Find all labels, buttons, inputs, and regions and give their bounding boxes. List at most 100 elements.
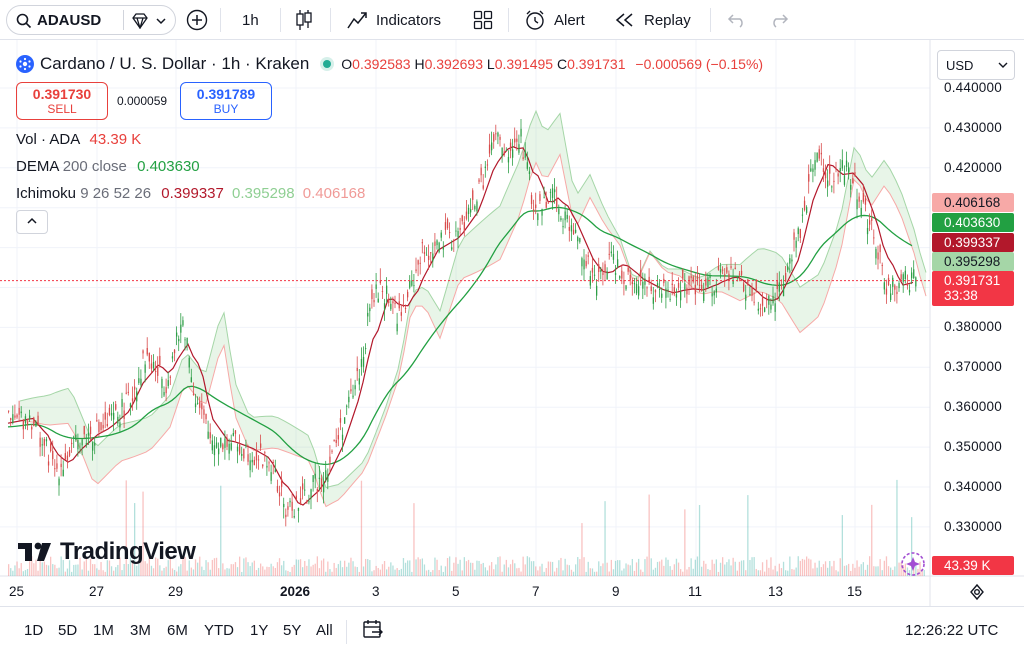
volume-bar: [556, 567, 558, 576]
volume-bar: [173, 569, 176, 576]
volume-bar: [455, 557, 457, 576]
volume-bar: [545, 568, 547, 576]
candle-body: [854, 172, 856, 177]
currency-select[interactable]: USD: [937, 50, 1015, 80]
layout-grid-icon[interactable]: [473, 10, 493, 30]
ichimoku-legend[interactable]: Ichimoku 9 26 52 26 0.399337 0.395298 0.…: [16, 185, 366, 202]
volume-bar: [514, 563, 516, 576]
tradingview-logo[interactable]: TradingView: [18, 538, 196, 566]
volume-bar: [879, 559, 881, 576]
candle-body: [482, 185, 484, 189]
price-chart[interactable]: [0, 40, 1024, 606]
candle-body: [41, 444, 43, 446]
candle-body: [619, 276, 621, 279]
interval-button[interactable]: 1h: [242, 11, 259, 29]
range-button-6m[interactable]: 6M: [167, 622, 188, 639]
volume-bar: [885, 556, 888, 576]
indicators-button[interactable]: Indicators: [346, 8, 441, 32]
volume-bar: [596, 571, 598, 576]
candle-body: [911, 272, 913, 279]
candle-body: [539, 194, 541, 201]
diamond-icon[interactable]: [131, 13, 149, 29]
volume-bar: [470, 562, 472, 576]
brand-name: TradingView: [60, 538, 196, 565]
candle-body: [194, 403, 197, 408]
candle-body: [900, 274, 902, 280]
candle-body: [486, 164, 489, 166]
candle-body: [841, 160, 843, 169]
candle-body: [434, 241, 436, 246]
buy-button[interactable]: 0.391789 BUY: [180, 82, 272, 120]
volume-bar: [923, 570, 925, 576]
range-button-all[interactable]: All: [316, 622, 333, 639]
dema-legend[interactable]: DEMA 200 close 0.403630: [16, 158, 200, 175]
volume-bar: [247, 562, 249, 576]
candle-body: [379, 280, 381, 284]
range-button-1y[interactable]: 1Y: [250, 622, 269, 639]
chevron-down-icon[interactable]: [155, 16, 167, 26]
candle-body: [575, 229, 577, 233]
undo-icon[interactable]: [727, 11, 747, 29]
volume-bar: [430, 571, 432, 576]
volume-legend[interactable]: Vol · ADA 43.39 K: [16, 131, 142, 148]
volume-bar: [360, 480, 363, 576]
candle-body: [251, 459, 253, 463]
volume-bar: [434, 557, 436, 576]
sparkle-icon[interactable]: [900, 551, 926, 577]
candle-body: [260, 443, 262, 448]
add-symbol-icon[interactable]: [186, 9, 208, 31]
range-button-5d[interactable]: 5D: [58, 622, 78, 639]
volume-bar: [33, 563, 35, 576]
date-range-icon[interactable]: [362, 618, 384, 640]
ichimoku-cloud-segment: [368, 437, 374, 463]
candle-body: [829, 164, 831, 174]
range-button-ytd[interactable]: YTD: [204, 622, 234, 639]
candle-body: [904, 270, 906, 280]
candle-body: [425, 254, 428, 256]
chart-title[interactable]: Cardano / U. S. Dollar · 1h · Kraken: [40, 54, 310, 73]
settings-icon[interactable]: [968, 583, 986, 601]
range-button-3m[interactable]: 3M: [130, 622, 151, 639]
range-button-5y[interactable]: 5Y: [283, 622, 302, 639]
utc-clock[interactable]: 12:26:22 UTC: [905, 622, 999, 639]
volume-bar: [85, 558, 87, 576]
candle-body: [862, 192, 864, 202]
volume-bar: [598, 561, 600, 576]
volume-bar: [346, 566, 348, 576]
candle-body: [707, 277, 709, 288]
candle-body: [100, 422, 102, 430]
redo-icon[interactable]: [769, 11, 789, 29]
volume-bar: [241, 571, 243, 576]
candles-icon[interactable]: [294, 8, 314, 32]
candle-body: [440, 232, 442, 238]
volume-bar: [449, 556, 451, 576]
volume-bar: [887, 566, 890, 576]
time-axis-label: 3: [372, 584, 380, 599]
candle-body: [404, 308, 407, 310]
volume-bar: [22, 571, 24, 576]
volume-bar: [883, 560, 885, 576]
time-axis-label: 11: [688, 584, 703, 599]
range-button-1m[interactable]: 1M: [93, 622, 114, 639]
candle-body: [159, 355, 161, 366]
candle-body: [719, 269, 722, 273]
volume-bar: [732, 557, 734, 576]
candle-body: [520, 128, 522, 137]
volume-bar: [192, 569, 195, 576]
sell-button[interactable]: 0.391730 SELL: [16, 82, 108, 120]
volume-bar: [394, 569, 396, 576]
candle-body: [652, 297, 654, 304]
volume-bar: [165, 566, 167, 576]
ichimoku-cloud-segment: [764, 248, 770, 296]
candle-body: [705, 278, 707, 286]
candle-body: [585, 261, 587, 267]
candle-body: [20, 411, 22, 414]
collapse-legend-button[interactable]: [16, 210, 48, 234]
replay-button[interactable]: Replay: [614, 8, 691, 32]
price-tag: 0.395298: [932, 252, 1014, 271]
candle-body: [864, 198, 867, 205]
alert-button[interactable]: Alert: [524, 8, 585, 32]
symbol-search[interactable]: ADAUSD: [6, 5, 176, 35]
range-button-1d[interactable]: 1D: [24, 622, 44, 639]
candle-body: [692, 276, 694, 282]
